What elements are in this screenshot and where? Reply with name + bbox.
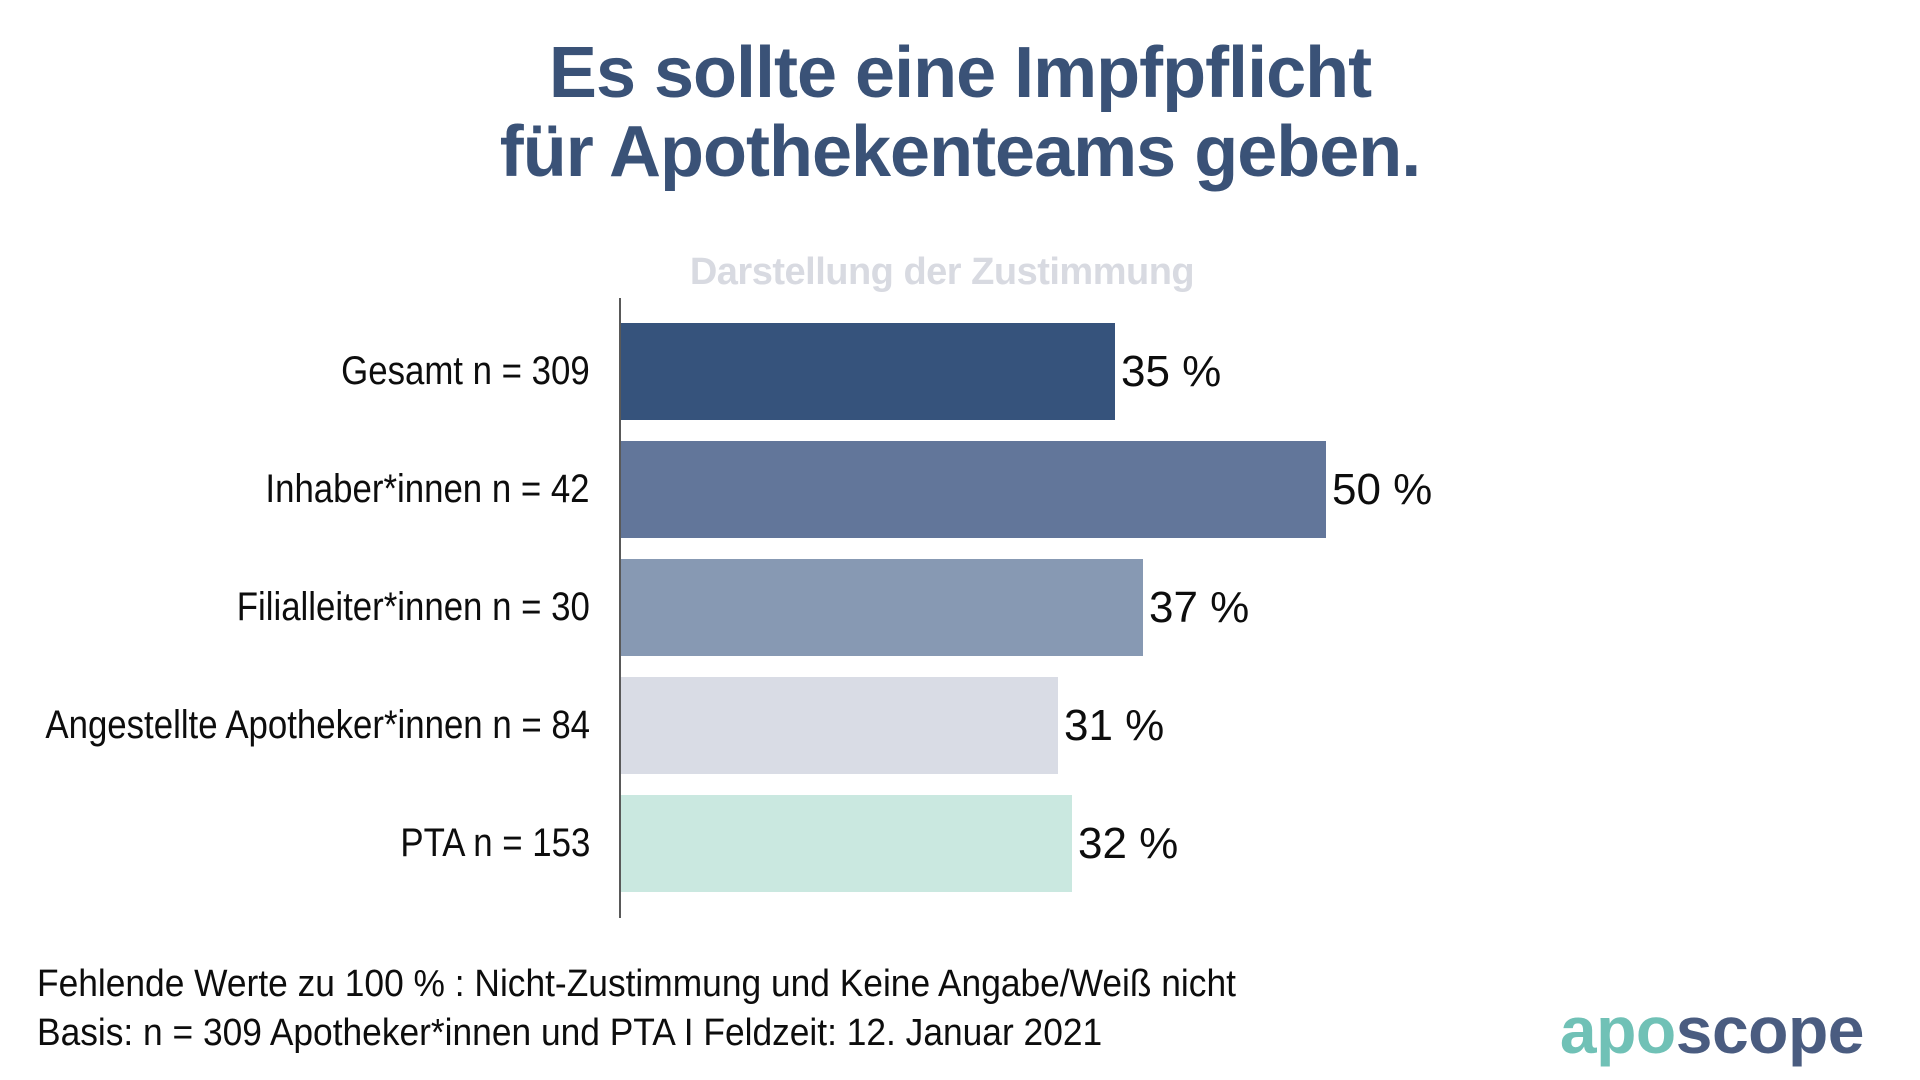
- category-label: Inhaber*innen n = 42: [20, 441, 590, 538]
- page-title-line1: Es sollte eine Impfpflicht: [548, 33, 1372, 113]
- bar: [621, 441, 1326, 538]
- page-title-line2: für Apothekenteams geben.: [499, 112, 1422, 192]
- category-label: Gesamt n = 309: [20, 323, 590, 420]
- footnote-line1: Fehlende Werte zu 100 % : Nicht-Zustimmu…: [37, 963, 1236, 1005]
- category-label-text: Inhaber*innen n = 42: [265, 467, 590, 511]
- aposcope-logo-scope: scope: [1675, 993, 1865, 1067]
- y-axis-line: [619, 298, 621, 918]
- category-label: PTA n = 153: [20, 795, 590, 892]
- footnote: Fehlende Werte zu 100 % : Nicht-Zustimmu…: [37, 960, 1236, 1058]
- category-label-text: Gesamt n = 309: [341, 349, 590, 393]
- aposcope-logo-apo: apo: [1559, 993, 1676, 1067]
- chart-subtitle: Darstellung der Zustimmung: [689, 251, 1195, 293]
- value-label: 32 %: [1078, 818, 1179, 868]
- bar: [621, 677, 1058, 774]
- category-label-text: Angestellte Apotheker*innen n = 84: [45, 703, 590, 747]
- value-label: 50 %: [1332, 464, 1433, 514]
- category-label: Angestellte Apotheker*innen n = 84: [20, 677, 590, 774]
- category-label-text: PTA n = 153: [400, 821, 590, 865]
- value-label: 35 %: [1121, 346, 1222, 396]
- bar: [621, 795, 1072, 892]
- footnote-line2: Basis: n = 309 Apotheker*innen und PTA I…: [37, 1012, 1103, 1054]
- category-label-text: Filialleiter*innen n = 30: [236, 585, 590, 629]
- page-title: Es sollte eine Impfpflicht für Apotheken…: [0, 34, 1920, 192]
- value-label: 31 %: [1064, 700, 1165, 750]
- aposcope-logo: aposcope: [1559, 992, 1865, 1068]
- bar: [621, 323, 1115, 420]
- category-label: Filialleiter*innen n = 30: [20, 559, 590, 656]
- value-label: 37 %: [1149, 582, 1250, 632]
- bar: [621, 559, 1143, 656]
